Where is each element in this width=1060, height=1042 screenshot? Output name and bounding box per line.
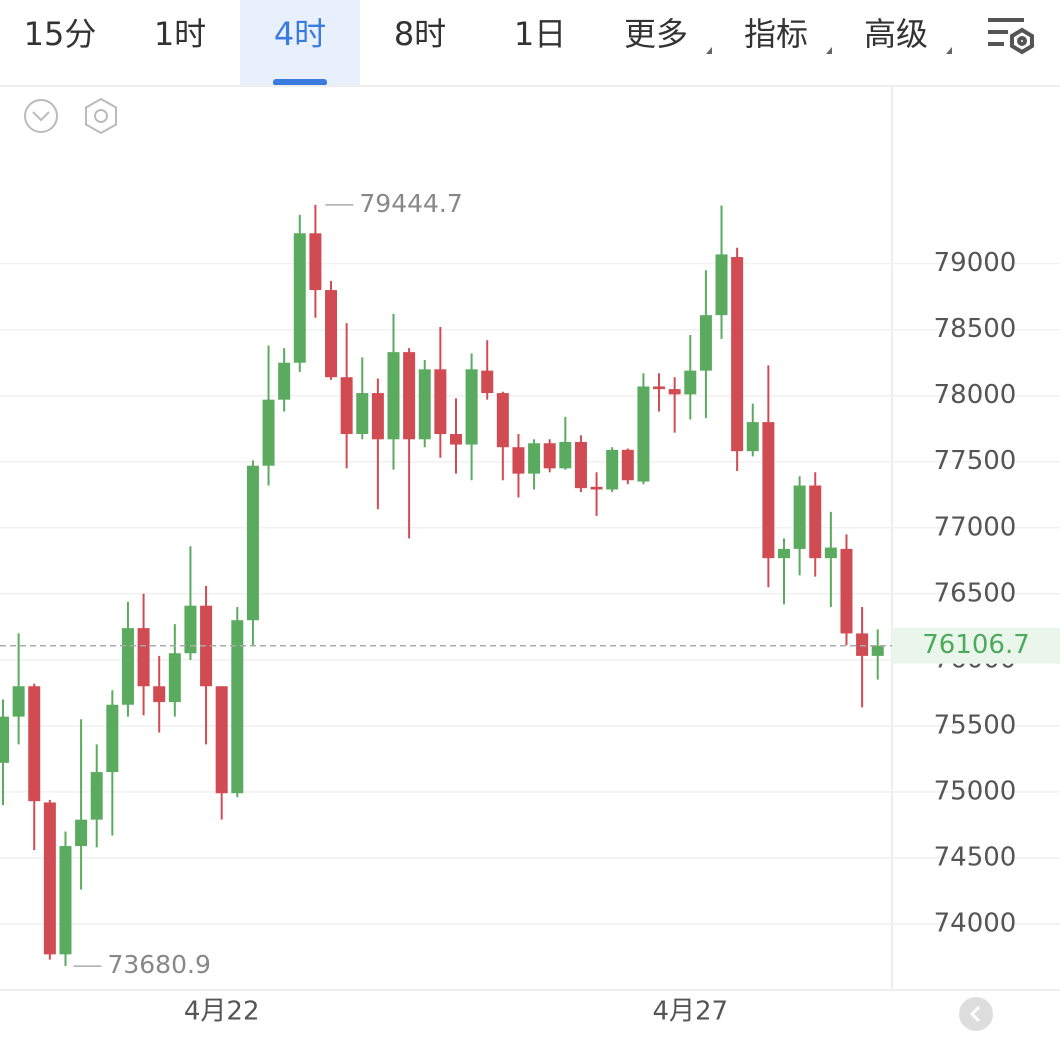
tab-arrow — [946, 47, 952, 54]
tab[interactable]: 8时 — [394, 15, 446, 53]
candle-body — [824, 547, 837, 559]
tab[interactable]: 指标 — [744, 15, 808, 53]
candle-body — [465, 369, 478, 445]
collapse-icon[interactable] — [24, 99, 58, 133]
active-tab-bg — [240, 0, 360, 86]
y-tick-label: 76500 — [934, 578, 1017, 608]
last-price-box — [892, 627, 1060, 664]
candle-body — [215, 686, 228, 794]
candle-body — [106, 704, 119, 773]
candle-body — [278, 362, 291, 400]
candle-body — [481, 370, 494, 394]
candle-body — [28, 686, 41, 802]
tab-bar: 15分 1时 4时 8时 1日 更多 指标 高级 — [24, 0, 952, 86]
scroll-button[interactable] — [959, 997, 993, 1031]
x-tick-label: 4月27 — [652, 997, 728, 1027]
tab[interactable]: 更多 — [624, 15, 688, 53]
candle-body — [231, 620, 244, 794]
candle-body — [590, 486, 603, 490]
candle-body — [59, 846, 72, 955]
candle-body — [403, 352, 416, 440]
y-tick-label: 77500 — [934, 446, 1017, 476]
candle-body — [340, 377, 353, 435]
candle-body — [90, 772, 103, 820]
y-tick-label: 75500 — [934, 710, 1017, 740]
candle-body — [778, 548, 790, 559]
candle-body — [309, 233, 322, 291]
y-tick-label: 79000 — [934, 248, 1017, 278]
candle-body — [153, 686, 166, 703]
tab[interactable]: 1日 — [514, 15, 566, 53]
candle-body — [449, 434, 462, 445]
candle-body — [715, 254, 728, 316]
candle-body — [12, 686, 25, 717]
candle-body — [325, 290, 338, 378]
candle-body — [543, 443, 556, 469]
y-tick-label: 74000 — [934, 908, 1017, 938]
candle-body — [809, 485, 822, 559]
plot: 7400074500750007550076000765007700077500… — [0, 189, 1060, 1027]
candle-body — [684, 370, 697, 395]
candle-body — [606, 449, 619, 490]
y-tick-label: 78000 — [934, 380, 1017, 410]
candle-body — [262, 399, 275, 466]
y-tick-label: 75000 — [934, 776, 1017, 806]
candle-body — [246, 465, 259, 621]
candle-body — [168, 653, 181, 703]
tab[interactable]: 15分 — [24, 15, 97, 53]
candle-body — [637, 386, 650, 482]
tab[interactable]: 1时 — [154, 15, 206, 53]
candle-body — [137, 628, 150, 687]
candle-body — [699, 315, 712, 371]
y-tick-label: 77000 — [934, 512, 1017, 542]
candle-body — [371, 393, 384, 440]
candle-body — [574, 441, 587, 489]
candle-body — [512, 447, 525, 474]
candle-body — [528, 443, 541, 474]
max-label: 79444.7 — [359, 189, 462, 218]
candle-body — [871, 645, 884, 656]
candle-body — [668, 389, 681, 395]
x-tick-label: 4月22 — [184, 997, 260, 1027]
tab[interactable]: 4时 — [274, 15, 326, 53]
candle-body — [43, 802, 56, 955]
tab[interactable]: 高级 — [864, 15, 928, 53]
y-tick-label: 78500 — [934, 314, 1017, 344]
y-tick-label: 74500 — [934, 842, 1017, 872]
candle-body — [293, 233, 306, 363]
candle-body — [496, 393, 509, 448]
tab-arrow — [706, 47, 712, 54]
candle-body — [762, 422, 775, 559]
candle-body — [621, 449, 634, 481]
candle-body — [418, 369, 431, 440]
candle-body — [793, 485, 806, 549]
candle-body — [856, 633, 869, 656]
candle-body — [200, 605, 213, 687]
candle-body — [840, 548, 853, 634]
candle-body — [75, 819, 88, 847]
candle-body — [653, 386, 666, 390]
candle-body — [731, 257, 744, 452]
settings-icon[interactable] — [988, 18, 1034, 55]
active-tab-underline — [273, 79, 327, 86]
hexagon-icon[interactable] — [85, 97, 117, 135]
candle-body — [559, 441, 572, 469]
candle-body — [356, 393, 369, 435]
candle-body — [746, 422, 759, 452]
last-price-label: 76106.7 — [922, 630, 1030, 660]
candle-body — [121, 628, 134, 705]
min-label: 73680.9 — [107, 950, 210, 979]
candle-body — [184, 605, 197, 654]
tab-arrow — [826, 47, 832, 54]
candle-body — [0, 716, 9, 763]
candle-body — [387, 352, 400, 440]
candle-body — [434, 369, 447, 435]
